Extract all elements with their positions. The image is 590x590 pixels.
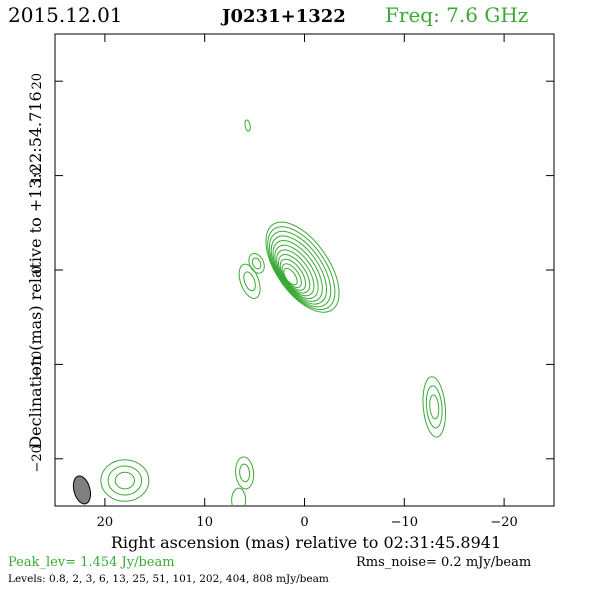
contour-line [244, 119, 251, 132]
beam-layer [72, 475, 92, 505]
peak-level: Peak_lev= 1.454 Jy/beam [8, 555, 175, 570]
y-tick-labels: 20 10 0 −10 −20 [30, 73, 45, 473]
epoch-date: 2015.12.01 [8, 3, 123, 27]
contour-line [429, 394, 440, 420]
x-tick-label: 0 [300, 515, 308, 530]
contour-component-knot-d [422, 376, 446, 438]
x-tick-label: 20 [97, 515, 114, 530]
contour-line [276, 249, 315, 297]
contour-component-knot-b [248, 253, 265, 274]
contour-line [100, 459, 150, 502]
contour-layer [100, 119, 446, 506]
y-tick-label: 20 [30, 73, 45, 90]
x-tick-labels: 20 10 0 −10 −20 [97, 515, 518, 530]
x-axis-label: Right ascension (mas) relative to 02:31:… [111, 533, 501, 552]
y-tick-label: 0 [30, 266, 45, 274]
x-tick-label: −20 [490, 515, 517, 530]
contour-line [265, 221, 340, 313]
contour-line [272, 240, 323, 302]
contour-line [425, 385, 443, 429]
contour-line [270, 235, 328, 305]
contour-line [243, 271, 256, 292]
frequency-label: Freq: 7.6 GHz [385, 3, 528, 27]
contour-line [114, 471, 135, 490]
rms-noise: Rms_noise= 0.2 mJy/beam [356, 555, 531, 570]
contour-line [269, 230, 332, 308]
contour-line [277, 254, 311, 294]
contour-line [231, 487, 247, 506]
contour-component-core [265, 221, 340, 313]
contour-line [107, 465, 143, 496]
contour-component-knot-c [244, 119, 251, 132]
y-tick-label: 10 [30, 167, 45, 184]
contour-line [239, 463, 251, 483]
source-name: J0231+1322 [220, 6, 346, 27]
contour-component-knot-e [100, 459, 150, 502]
contour-line [235, 456, 255, 490]
y-axis-label: Declination (mas) relative to +13:22:54.… [26, 91, 45, 448]
contour-line [283, 267, 298, 286]
contour-levels: Levels: 0.8, 2, 3, 6, 13, 25, 51, 101, 2… [8, 573, 329, 585]
contour-component-knot-g [231, 487, 247, 506]
contour-line [422, 376, 446, 438]
beam-ellipse [72, 475, 92, 505]
contour-component-knot-a [238, 263, 261, 299]
contour-line [248, 253, 265, 274]
x-tick-label: 10 [196, 515, 213, 530]
y-tick-label: −10 [30, 351, 45, 378]
y-tick-label: −20 [30, 445, 45, 472]
contour-line [267, 226, 336, 310]
contour-component-knot-f [235, 456, 255, 490]
contour-line [274, 244, 319, 300]
contour-line [251, 257, 262, 270]
contour-line [281, 263, 302, 289]
x-tick-label: −10 [391, 515, 418, 530]
contour-line [238, 263, 261, 299]
contour-line [279, 258, 307, 291]
axis-ticks [55, 34, 554, 506]
